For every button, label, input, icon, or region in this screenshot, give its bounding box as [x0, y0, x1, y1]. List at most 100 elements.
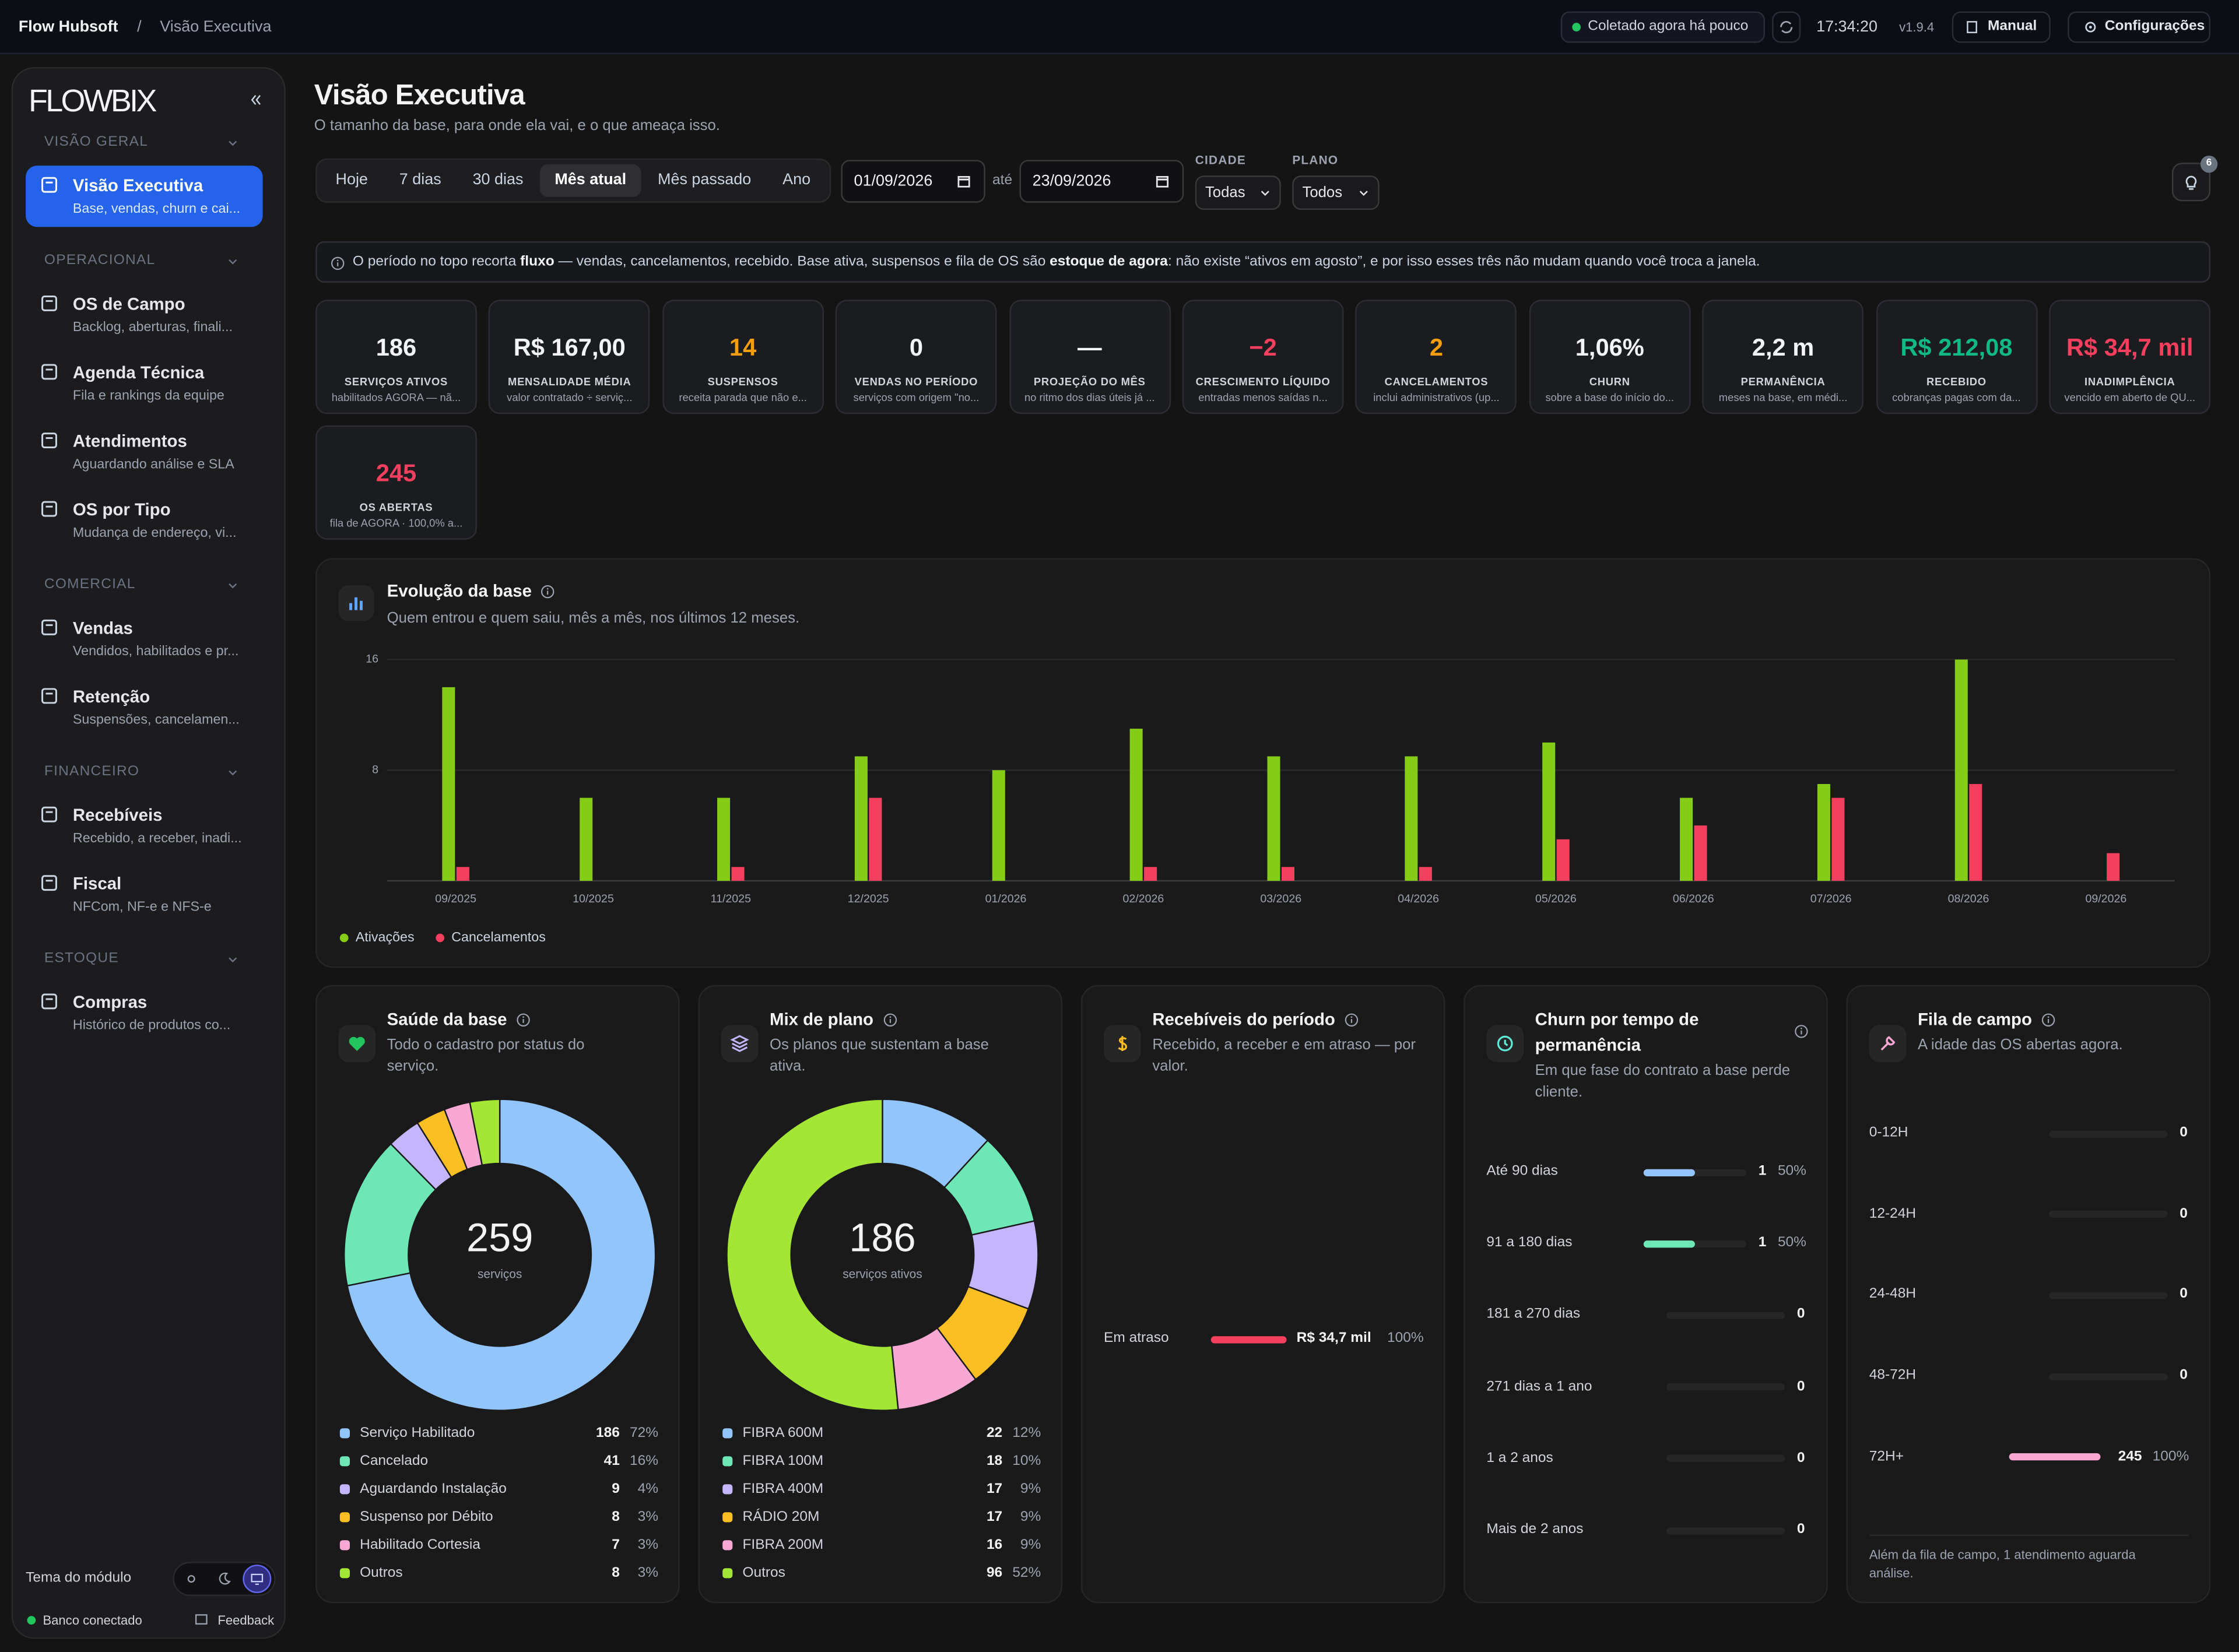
section-title: FINANCEIRO: [44, 764, 140, 780]
bar-track: [1666, 1527, 1785, 1534]
card-title-row: Evolução da base: [387, 579, 556, 604]
range-option[interactable]: Mês passado: [658, 171, 752, 189]
info-icon: [1795, 1025, 1808, 1038]
row-label: 0-12H: [1869, 1124, 1908, 1141]
breadcrumb-separator: /: [137, 18, 142, 36]
legend-swatch: [722, 1568, 733, 1579]
notice-segment: O período no topo recorta: [352, 254, 521, 270]
kpi-value: 245: [375, 459, 417, 487]
kpi-label: MENSALIDADE MÉDIA: [508, 375, 631, 389]
legend-swatch: [722, 1428, 733, 1439]
chart-icon: [349, 597, 363, 610]
date-input[interactable]: [841, 160, 985, 203]
panel-title-row: Saúde da base: [387, 1007, 531, 1032]
legend-swatch: [339, 1568, 350, 1579]
y-tick-label: 8: [372, 763, 378, 776]
manual-label: Manual: [1987, 18, 2037, 34]
legend-value: 186: [596, 1425, 620, 1440]
nav-subtitle: NFCom, NF-e e NFS-e: [72, 899, 212, 915]
kpi-card: 186 SERVIÇOS ATIVOS habilitados AGORA — nã…: [315, 300, 477, 414]
bar: [1556, 839, 1570, 881]
bar: [854, 756, 868, 881]
legend-label: Cancelado: [360, 1453, 428, 1468]
feedback-icon: [195, 1614, 208, 1625]
nav-title: Fiscal: [72, 873, 122, 894]
legend-value: 8: [612, 1565, 620, 1580]
info-icon: [1345, 1013, 1359, 1026]
date-separator: até: [992, 173, 1013, 189]
row-percent: 100%: [1387, 1330, 1424, 1347]
nav-subtitle: Base, vendas, churn e cai...: [72, 201, 241, 217]
panel-subtitle: Recebido, a receber e em atraso — por va…: [1152, 1036, 1416, 1075]
section-title: VISÃO GERAL: [44, 134, 149, 150]
legend-swatch: [339, 1456, 350, 1467]
kpi-sub: sobre a base do início do...: [1545, 391, 1675, 405]
nav-subtitle: Vendidos, habilitados e pr...: [72, 644, 239, 660]
bar: [1817, 783, 1830, 881]
nav-subtitle: Backlog, aberturas, finali...: [72, 319, 233, 336]
bar: [1694, 825, 1707, 881]
kpi-label: VENDAS NO PERÍODO: [854, 375, 978, 389]
range-option[interactable]: Hoje: [335, 171, 368, 189]
bar-track: [1666, 1383, 1785, 1391]
range-option[interactable]: 30 dias: [472, 171, 524, 189]
legend-swatch: [339, 1484, 350, 1495]
x-tick-label: 02/2026: [1122, 892, 1164, 905]
panel-subtitle: Em que fase do contrato a base perde cli…: [1535, 1062, 1791, 1101]
range-option[interactable]: 7 dias: [399, 171, 441, 189]
theme-system[interactable]: [243, 1565, 272, 1594]
row-label: 12-24H: [1869, 1205, 1917, 1222]
donut-chart: Serviço Habilitado 186 72% Cancelado 41 16% Ag…: [339, 1098, 658, 1580]
range-option-active[interactable]: Mês atual: [540, 164, 641, 197]
bar-track: [2049, 1292, 2168, 1299]
row-count: 0: [2180, 1205, 2188, 1222]
range-option[interactable]: Ano: [782, 171, 811, 189]
nav-item-active[interactable]: [26, 166, 263, 227]
bar: [717, 797, 731, 881]
legend-percent: 9%: [1020, 1537, 1041, 1552]
select-label: CIDADE: [1195, 153, 1246, 167]
panel: Mix de plano Os planos que sustentam a ba…: [698, 985, 1063, 1604]
x-tick-label: 06/2026: [1673, 892, 1714, 905]
section-title: COMERCIAL: [44, 577, 136, 593]
row-count: 0: [1796, 1378, 1805, 1394]
bar-track: [1666, 1312, 1785, 1319]
row-count: 0: [1796, 1450, 1805, 1466]
legend-label: FIBRA 400M: [742, 1481, 823, 1496]
panel-title: Saúde da base: [387, 1009, 507, 1029]
bar: [1281, 867, 1295, 881]
row-percent: 50%: [1777, 1163, 1806, 1179]
row-amount: R$ 34,7 mil: [1296, 1330, 1371, 1347]
legend-value: 8: [612, 1509, 620, 1524]
kpi-card: R$ 212,08 RECEBIDO cobranças pagas com da.…: [1876, 300, 2037, 414]
settings-icon: [2085, 22, 2096, 33]
donut-chart: FIBRA 600M 22 12% FIBRA 100M 18 10% FIBRA 400M…: [722, 1098, 1041, 1580]
x-tick-label: 08/2026: [1948, 892, 1989, 905]
kpi-card: 245 OS ABERTAS fila de AGORA · 100,0% a...: [315, 425, 477, 540]
legend-swatch: [722, 1540, 733, 1551]
panel-title-row: Churn por tempo de permanência: [1535, 1007, 1809, 1058]
feedback[interactable]: Feedback: [217, 1613, 275, 1628]
section-chevron: [229, 583, 237, 589]
info-icon: [883, 1013, 897, 1026]
bar: [869, 797, 882, 881]
bar: [456, 867, 469, 881]
manual-button[interactable]: [1952, 11, 2051, 43]
settings-button[interactable]: [2068, 11, 2211, 43]
bar: [992, 770, 1005, 881]
refresh-button[interactable]: [1772, 11, 1801, 43]
x-tick-label: 05/2026: [1535, 892, 1577, 905]
kpi-value: 2,2 m: [1752, 334, 1815, 361]
donut-total: 259: [466, 1215, 533, 1260]
nav-subtitle: Fila e rankings da equipe: [72, 388, 224, 405]
legend-value: 22: [987, 1425, 1002, 1440]
legend-swatch: [722, 1512, 733, 1523]
y-tick-label: 16: [366, 653, 378, 666]
kpi-label: PERMANÊNCIA: [1740, 375, 1826, 389]
row-count: 1: [1758, 1235, 1767, 1251]
panel-title: Churn por tempo de permanência: [1535, 1009, 1699, 1055]
date-value: 23/09/2026: [1032, 173, 1111, 190]
panel-title-row: Mix de plano: [770, 1007, 898, 1032]
row-count: 0: [1796, 1521, 1805, 1538]
row-label: 1 a 2 anos: [1486, 1450, 1553, 1466]
